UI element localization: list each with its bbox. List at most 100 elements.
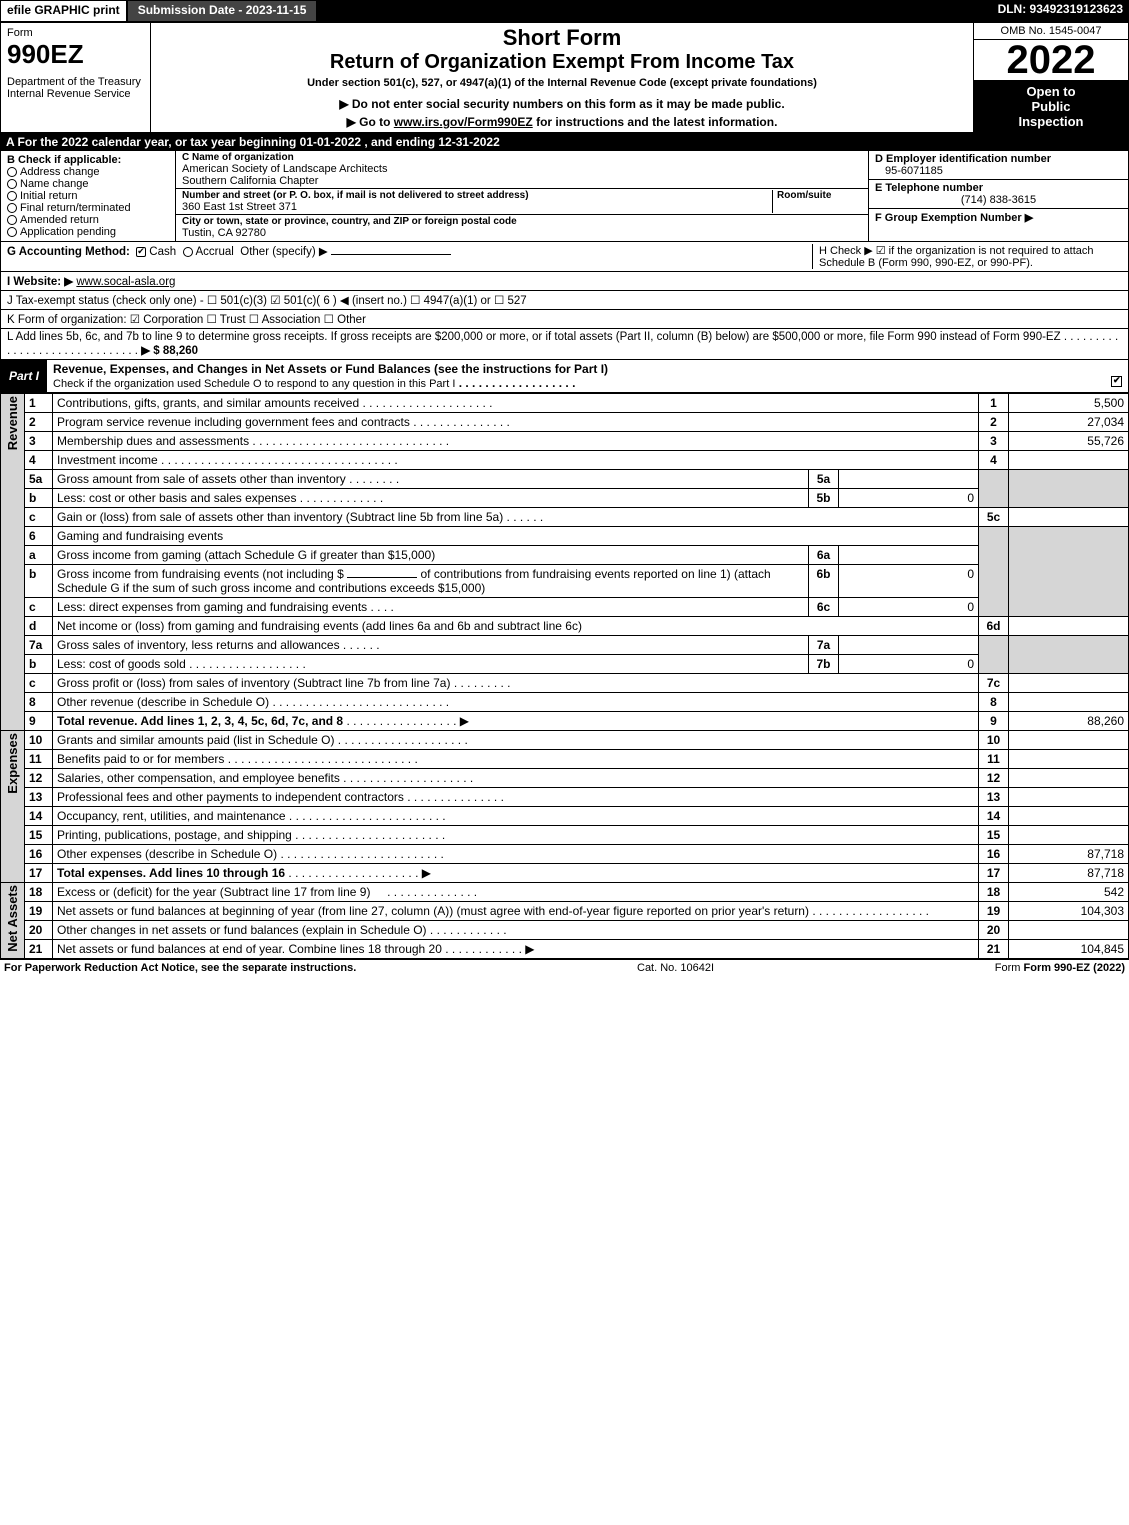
box-c: C Name of organization American Society … [176,151,868,241]
line-7a-ml: 7a [809,636,839,655]
row-k: K Form of organization: ☑ Corporation ☐ … [0,310,1129,329]
line-19-num: 19 [25,902,53,921]
inspect-2: Public [978,99,1124,114]
line-2-val: 27,034 [1009,413,1129,432]
lbl-initial-return: Initial return [20,190,77,202]
efile-label[interactable]: efile GRAPHIC print [0,0,127,22]
line-5c-num: c [25,508,53,527]
line-7a-desc: Gross sales of inventory, less returns a… [57,638,340,652]
line-13-num: 13 [25,788,53,807]
chk-accrual[interactable] [183,247,193,257]
line-6a-num: a [25,546,53,565]
chk-address-change[interactable] [7,167,17,177]
line-2-num: 2 [25,413,53,432]
line-6c-mv: 0 [839,598,979,617]
org-name-2: Southern California Chapter [182,175,862,187]
line-4-desc: Investment income [57,453,158,467]
line-12-num: 12 [25,769,53,788]
line-6d-val [1009,617,1129,636]
line-19-cn: 19 [979,902,1009,921]
line-9-cn: 9 [979,712,1009,731]
row-j: J Tax-exempt status (check only one) - ☐… [0,291,1129,310]
part-1-label: Part I [1,367,47,385]
chk-schedule-o[interactable] [1111,376,1122,387]
line-6d-cn: 6d [979,617,1009,636]
goto-pre: Go to [359,115,394,129]
line-5c-val [1009,508,1129,527]
line-7c-cn: 7c [979,674,1009,693]
line-6a-ml: 6a [809,546,839,565]
website-link[interactable]: www.socal-asla.org [76,276,175,288]
line-20-cn: 20 [979,921,1009,940]
chk-application-pending[interactable] [7,227,17,237]
chk-final-return[interactable] [7,203,17,213]
h-box: H Check ▶ ☑ if the organization is not r… [812,244,1122,269]
box-def: D Employer identification number 95-6071… [868,151,1128,241]
line-14-desc: Occupancy, rent, utilities, and maintena… [57,809,286,823]
goto-line: ▶ Go to www.irs.gov/Form990EZ for instru… [157,115,967,129]
line-6a-mv [839,546,979,565]
inspect-3: Inspection [978,114,1124,129]
lbl-accrual: Accrual [196,246,234,258]
line-1-cn: 1 [979,394,1009,413]
line-5a-mv [839,470,979,489]
return-title: Return of Organization Exempt From Incom… [157,51,967,74]
box-b-title: B Check if applicable: [7,154,169,166]
line-13-cn: 13 [979,788,1009,807]
line-18-desc: Excess or (deficit) for the year (Subtra… [57,885,370,899]
line-8-cn: 8 [979,693,1009,712]
line-7c-desc: Gross profit or (loss) from sales of inv… [57,676,450,690]
entity-block: B Check if applicable: Address change Na… [0,151,1129,242]
chk-cash[interactable] [136,247,146,257]
lbl-other-method: Other (specify) ▶ [240,246,327,258]
line-16-val: 87,718 [1009,845,1129,864]
line-6-desc: Gaming and fundraising events [53,527,979,546]
line-6c-num: c [25,598,53,617]
line-19-val: 104,303 [1009,902,1129,921]
line-5c-desc: Gain or (loss) from sale of assets other… [57,510,503,524]
line-6b-mv: 0 [839,565,979,598]
line-15-num: 15 [25,826,53,845]
line-6-num: 6 [25,527,53,546]
line-12-desc: Salaries, other compensation, and employ… [57,771,340,785]
form-word: Form [7,27,144,39]
dept-irs: Internal Revenue Service [7,88,144,100]
line-14-cn: 14 [979,807,1009,826]
irs-link[interactable]: www.irs.gov/Form990EZ [394,115,533,129]
chk-initial-return[interactable] [7,191,17,201]
line-2-cn: 2 [979,413,1009,432]
line-13-val [1009,788,1129,807]
line-3-val: 55,726 [1009,432,1129,451]
footer-cat: Cat. No. 10642I [637,962,714,974]
city-label: City or town, state or province, country… [182,216,862,227]
dln-label: DLN: 93492319123623 [992,0,1129,22]
line-10-desc: Grants and similar amounts paid (list in… [57,733,334,747]
line-7b-mv: 0 [839,655,979,674]
line-4-val [1009,451,1129,470]
section-a: A For the 2022 calendar year, or tax yea… [0,133,1129,151]
ein-value: 95-6071185 [875,165,1122,177]
line-3-cn: 3 [979,432,1009,451]
line-6b-num: b [25,565,53,598]
city-value: Tustin, CA 92780 [182,227,862,239]
line-5a-ml: 5a [809,470,839,489]
org-name-1: American Society of Landscape Architects [182,163,862,175]
line-15-val [1009,826,1129,845]
side-expenses: Expenses [5,733,20,794]
line-11-desc: Benefits paid to or for members [57,752,224,766]
line-6c-ml: 6c [809,598,839,617]
line-1-desc: Contributions, gifts, grants, and simila… [57,396,359,410]
phone-label: E Telephone number [875,182,1122,194]
street-label: Number and street (or P. O. box, if mail… [182,190,772,201]
line-11-num: 11 [25,750,53,769]
line-12-cn: 12 [979,769,1009,788]
lbl-final-return: Final return/terminated [20,202,131,214]
lbl-application-pending: Application pending [20,226,116,238]
line-9-val: 88,260 [1009,712,1129,731]
phone-value: (714) 838-3615 [875,194,1122,206]
lbl-amended-return: Amended return [20,214,99,226]
chk-name-change[interactable] [7,179,17,189]
line-20-val [1009,921,1129,940]
chk-amended-return[interactable] [7,215,17,225]
row-i: I Website: ▶ www.socal-asla.org [0,272,1129,291]
